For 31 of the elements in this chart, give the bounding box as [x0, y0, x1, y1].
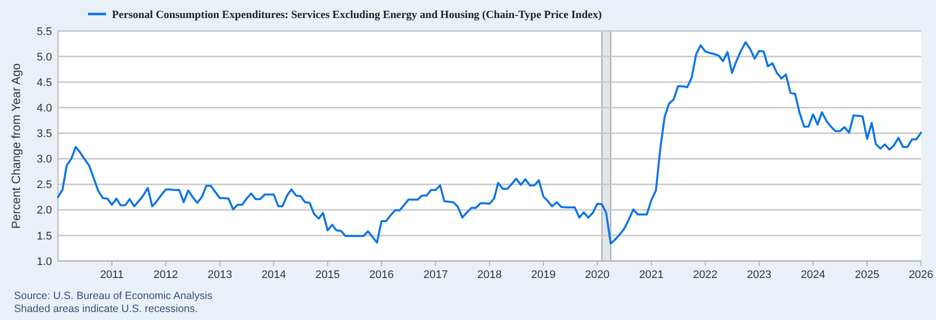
- line-series: [57, 41, 922, 245]
- x-tick-label: 2022: [693, 269, 718, 281]
- y-tick-label: 1.5: [36, 230, 52, 242]
- y-tick-label: 3.0: [36, 154, 52, 166]
- x-tick-label: 2013: [208, 269, 232, 281]
- x-tick-label: 2026: [908, 269, 934, 281]
- y-tick-label: 5.0: [36, 51, 52, 64]
- x-tick-label: 2025: [854, 269, 880, 281]
- x-tick-label: 2018: [477, 269, 502, 281]
- y-tick-label: 1.0: [36, 256, 52, 268]
- y-tick-label: 4.0: [36, 102, 52, 115]
- x-tick-label: 2012: [154, 269, 178, 281]
- x-tick-label: 2016: [369, 269, 394, 281]
- x-tick-label: 2024: [800, 269, 826, 281]
- y-axis-title: Percent Change from Year Ago: [9, 62, 23, 229]
- y-tick-label: 2.5: [36, 179, 52, 192]
- x-tick-label: 2019: [531, 269, 556, 281]
- x-tick-label: 2014: [262, 269, 286, 281]
- legend-label: Personal Consumption Expenditures: Services Excluding Energy and Housing (Chain-Type Price Index): [112, 8, 602, 21]
- x-tick-label: 2017: [423, 269, 448, 281]
- y-tick-label: 4.5: [36, 76, 52, 89]
- x-tick-label: 2023: [746, 269, 772, 281]
- text: Shaded areas indicate U.S. recessions.: [14, 303, 198, 315]
- y-tick-label: 3.5: [36, 128, 52, 140]
- source-note: Source: U.S. Bureau of Economic Analysis: [14, 290, 212, 302]
- x-tick-label: 2020: [585, 269, 610, 281]
- x-tick-label: 2011: [100, 269, 124, 281]
- y-tick-label: 5.5: [36, 26, 52, 38]
- y-tick-label: 2.0: [36, 204, 52, 217]
- x-tick-label: 2015: [315, 269, 340, 281]
- x-tick-label: 2021: [639, 269, 664, 281]
